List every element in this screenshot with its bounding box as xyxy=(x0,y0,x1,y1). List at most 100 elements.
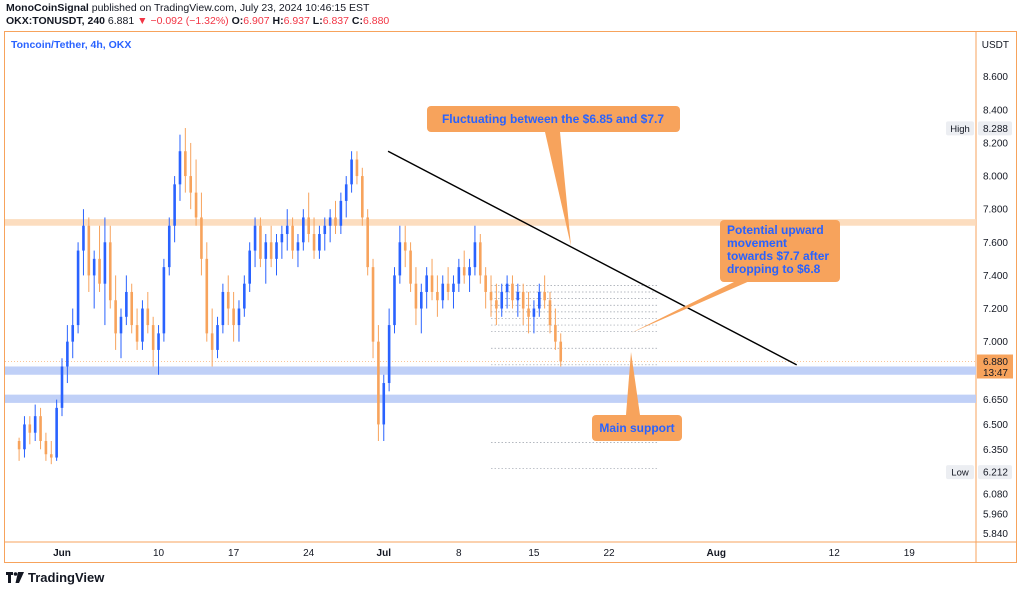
candle-body xyxy=(344,184,348,201)
countdown-timer: 13:47 xyxy=(983,368,1008,379)
candle-body xyxy=(371,267,375,342)
x-tick-label: Aug xyxy=(707,548,726,559)
candle-body xyxy=(184,151,187,177)
last-price-tag xyxy=(977,354,1013,379)
candle-body xyxy=(285,225,289,235)
candle-body xyxy=(521,291,525,309)
annotation-text: Main support xyxy=(599,421,674,435)
candle-body xyxy=(537,291,541,309)
candle-body xyxy=(355,159,359,177)
candle-body xyxy=(436,291,439,301)
annotation-box xyxy=(427,106,680,132)
candle-body xyxy=(130,291,134,326)
annotation-pointer xyxy=(626,352,640,415)
annotation-text: Fluctuating between the $6.85 and $7.7 xyxy=(442,112,664,126)
x-tick-label: 19 xyxy=(904,548,916,559)
high-label: H: xyxy=(272,15,284,27)
candle-body xyxy=(189,176,193,193)
price-change: −0.092 (−1.32%) xyxy=(150,15,229,27)
annotation-box xyxy=(720,220,840,282)
x-tick-label: 8 xyxy=(456,548,462,559)
candle-body xyxy=(307,217,310,235)
candle-body xyxy=(119,316,123,334)
zone-support xyxy=(5,366,976,375)
open-value: 6.907 xyxy=(243,15,270,27)
candle-body xyxy=(98,258,101,284)
candle-body xyxy=(291,225,294,251)
ohlc-bar: OKX:TONUSDT, 240 6.881 ▼ −0.092 (−1.32%)… xyxy=(6,15,389,27)
symbol-label: OKX:TONUSDT, 240 xyxy=(6,15,105,27)
close-value: 6.880 xyxy=(363,15,390,27)
author-name: MonoCoinSignal xyxy=(6,2,89,14)
x-tick-label: 24 xyxy=(303,548,315,559)
candle-body xyxy=(248,250,251,284)
candle-body xyxy=(361,176,364,218)
candle-body xyxy=(462,267,466,276)
annotation-pointer xyxy=(631,280,752,333)
candle-body xyxy=(543,291,546,301)
x-tick-label: 10 xyxy=(153,548,165,559)
candle-body xyxy=(82,225,85,251)
low-label-box xyxy=(946,465,974,480)
high-value-box xyxy=(978,121,1012,136)
high-label: High xyxy=(950,124,970,135)
annotation-text: movement xyxy=(727,236,787,250)
low-value: 6.212 xyxy=(983,468,1008,479)
annotation-text: towards $7.7 after xyxy=(727,249,829,263)
tradingview-brand: TradingView xyxy=(28,570,105,585)
y-tick-label: 5.840 xyxy=(983,529,1008,540)
last-price-value: 6.880 xyxy=(983,357,1008,368)
tradingview-icon xyxy=(6,571,24,584)
x-tick-label: 15 xyxy=(528,548,540,559)
last-price: 6.881 xyxy=(107,15,135,27)
candle-body xyxy=(350,159,353,185)
candle-body xyxy=(446,283,450,292)
annotation-box xyxy=(592,415,682,441)
candle-body xyxy=(253,225,257,251)
down-arrow-icon: ▼ xyxy=(137,15,148,27)
candle-body xyxy=(194,192,198,218)
candle-body xyxy=(527,308,530,317)
candle-body xyxy=(237,308,241,326)
y-tick-label: 6.350 xyxy=(983,445,1008,456)
candle-body xyxy=(108,242,112,301)
candle-body xyxy=(103,242,107,284)
candle-body xyxy=(173,184,176,226)
candle-body xyxy=(387,325,391,384)
candle-body xyxy=(162,267,166,334)
annotation-text: Potential upward xyxy=(727,223,824,237)
candle-body xyxy=(318,234,321,251)
candle-body xyxy=(269,242,273,259)
annotation-fluctuating: Fluctuating between the $6.85 and $7.7 xyxy=(427,106,680,246)
high-value: 6.937 xyxy=(283,15,310,27)
annotation-support: Main support xyxy=(592,352,682,441)
open-label: O: xyxy=(231,15,244,27)
candle-body xyxy=(377,341,380,425)
low-value-box xyxy=(978,465,1012,480)
y-tick-label: 8.600 xyxy=(983,72,1008,83)
candle-body xyxy=(489,291,493,301)
tradingview-logo: TradingView xyxy=(6,570,104,585)
candle-body xyxy=(473,242,477,268)
candle-body xyxy=(23,424,26,450)
candle-body xyxy=(441,283,445,301)
candle-body xyxy=(146,308,150,326)
y-tick-label: 7.000 xyxy=(983,337,1008,348)
candle-body xyxy=(382,383,386,425)
candle-body xyxy=(243,283,246,309)
candle-body xyxy=(457,267,461,284)
candle-body xyxy=(280,234,284,243)
candle-body xyxy=(393,275,396,326)
chart-title: Toncoin/Tether, 4h, OKX xyxy=(11,39,131,51)
candle-body xyxy=(398,242,402,276)
x-tick-label: 12 xyxy=(829,548,841,559)
candle-body xyxy=(49,454,53,458)
x-tick-label: Jul xyxy=(377,548,392,559)
candle-body xyxy=(114,300,117,334)
candle-body xyxy=(226,291,230,309)
high-label-box xyxy=(946,121,974,136)
candle-body xyxy=(468,267,471,276)
y-tick-label: 6.650 xyxy=(983,395,1008,406)
candle-body xyxy=(323,225,327,235)
